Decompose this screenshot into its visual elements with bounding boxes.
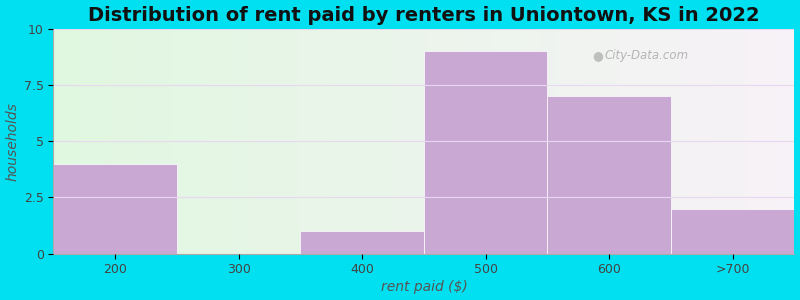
Y-axis label: households: households (6, 102, 19, 181)
Bar (301, 231, 424, 254)
Title: Distribution of rent paid by renters in Uniontown, KS in 2022: Distribution of rent paid by renters in … (88, 6, 760, 25)
Bar (54, 164, 177, 254)
Bar (671, 208, 794, 253)
Bar (547, 96, 671, 254)
Bar (424, 51, 547, 254)
Text: ●: ● (593, 49, 603, 62)
Text: City-Data.com: City-Data.com (604, 49, 688, 62)
X-axis label: rent paid ($): rent paid ($) (381, 280, 467, 294)
